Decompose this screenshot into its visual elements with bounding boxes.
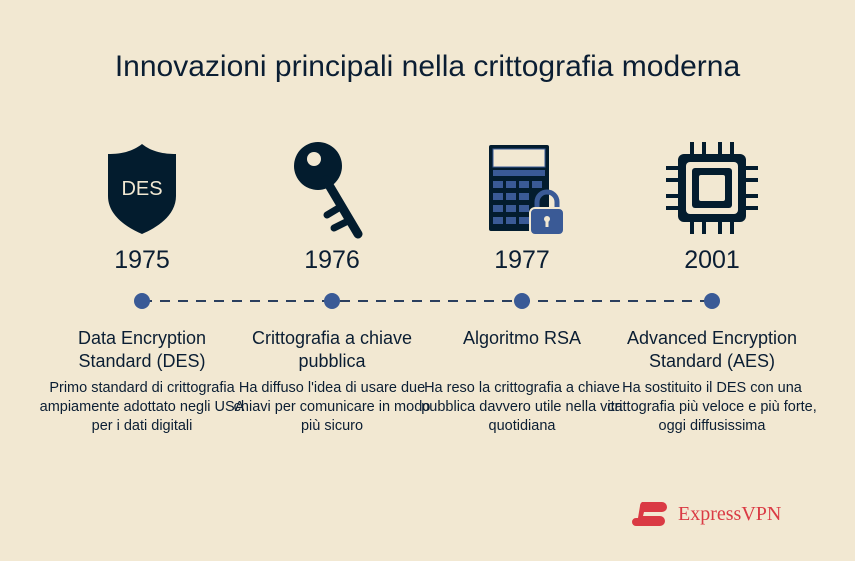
- timeline-dot: [134, 293, 150, 309]
- page-title: Innovazioni principali nella crittografi…: [114, 50, 741, 83]
- shield-des-icon: DES: [47, 140, 237, 240]
- year: 2001: [684, 246, 740, 274]
- expressvpn-logo: ExpressVPN: [632, 500, 781, 528]
- timeline-dot: [514, 293, 530, 309]
- calculator-lock-icon: [427, 140, 617, 240]
- timeline-item-aes: 2001 Advanced Encryption Standard (AES) …: [607, 140, 817, 434]
- item-description: Primo standard di crittografia ampiament…: [39, 380, 245, 434]
- year: 1976: [304, 246, 360, 274]
- year: 1975: [114, 246, 170, 274]
- timeline: [134, 293, 720, 309]
- item-heading: Advanced Encryption Standard (AES): [626, 328, 798, 371]
- timeline-item-des: DES 1975 Data Encryption Standard (DES) …: [40, 140, 244, 434]
- key-icon: [237, 140, 427, 240]
- item-description: Ha reso la crittografia a chiave pubblic…: [421, 380, 623, 434]
- expressvpn-logo-icon: [632, 502, 667, 526]
- timeline-item-public-key: 1976 Crittografia a chiave pubblica Ha d…: [234, 140, 430, 434]
- item-heading: Algoritmo RSA: [462, 328, 582, 348]
- svg-text:DES: DES: [121, 178, 162, 200]
- item-description: Ha diffuso l'idea di usare due chiavi pe…: [233, 380, 431, 434]
- chip-icon: [617, 140, 807, 240]
- timeline-dot: [324, 293, 340, 309]
- year: 1977: [494, 246, 550, 274]
- item-heading: Crittografia a chiave pubblica: [251, 328, 413, 371]
- timeline-item-rsa: 1977 Algoritmo RSA Ha reso la crittograf…: [421, 140, 623, 434]
- item-description: Ha sostituito il DES con una crittografi…: [607, 380, 817, 434]
- brand-name: ExpressVPN: [678, 502, 782, 525]
- item-heading: Data Encryption Standard (DES): [77, 328, 207, 371]
- timeline-dot: [704, 293, 720, 309]
